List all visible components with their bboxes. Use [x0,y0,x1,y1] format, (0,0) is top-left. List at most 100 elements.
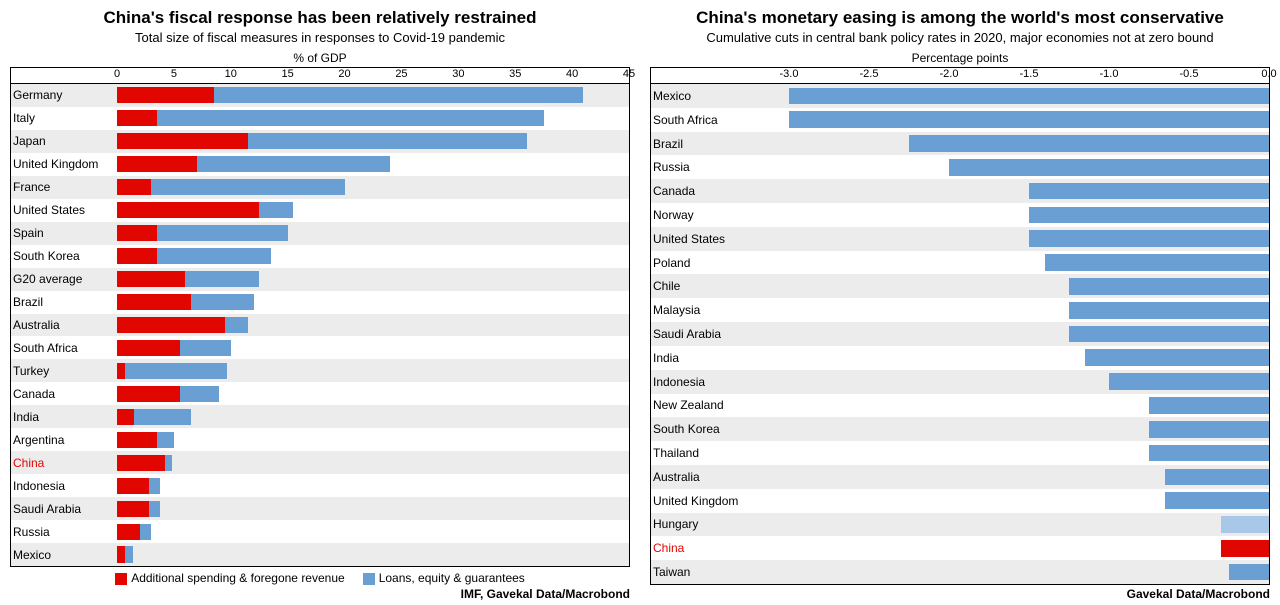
country-label: Australia [653,470,700,484]
right-row: Brazil [651,132,1269,156]
bar-area [757,227,1269,251]
left-tick: 45 [623,68,635,80]
bar-segment-blue [225,317,248,333]
bar-segment-blue [185,271,259,287]
left-row: Indonesia [11,474,629,497]
right-row: United Kingdom [651,489,1269,513]
right-tick: 0.0 [1261,68,1276,80]
bar-segment-blue [149,501,160,517]
country-label: Norway [653,208,694,222]
bar-segment-red [117,133,248,149]
bar-segment-blue [248,133,527,149]
bar-segment-blue [125,363,227,379]
country-label: India [13,410,39,424]
country-label: Turkey [13,364,49,378]
left-row: Turkey [11,359,629,382]
bar-segment [1221,540,1269,557]
bar-segment-red [117,409,134,425]
bar-segment [1165,469,1269,486]
bar-area [757,513,1269,537]
left-tick: 5 [171,68,177,80]
left-row: Argentina [11,428,629,451]
bar-area [117,107,629,130]
bar-area [757,298,1269,322]
bar-segment-red [117,524,140,540]
bar-area [117,474,629,497]
bar-segment-red [117,179,151,195]
bar-area [117,428,629,451]
right-row: Saudi Arabia [651,322,1269,346]
bar-segment-blue [157,248,271,264]
bar-segment-blue [197,156,390,172]
country-label: Saudi Arabia [653,327,721,341]
bar-segment [789,88,1269,105]
right-row: New Zealand [651,394,1269,418]
right-axis-label: Percentage points [650,51,1270,65]
country-label: Chile [653,279,680,293]
bar-segment-blue [157,110,544,126]
bar-segment [1045,254,1269,271]
bar-segment [1229,564,1269,581]
bar-segment-red [117,248,157,264]
country-label: Canada [13,387,55,401]
bar-segment-red [117,271,185,287]
left-row: Australia [11,314,629,337]
bar-area [117,451,629,474]
country-label: Japan [13,134,46,148]
legend-swatch [115,573,127,585]
country-label: Italy [13,111,35,125]
country-label: United Kingdom [653,494,738,508]
country-label: Indonesia [13,479,65,493]
bar-area [117,359,629,382]
left-tick: 35 [509,68,521,80]
bar-segment [1069,302,1269,319]
country-label: France [13,180,50,194]
right-subtitle: Cumulative cuts in central bank policy r… [650,30,1270,45]
bar-segment-blue [140,524,151,540]
bar-area [757,417,1269,441]
left-row: Germany [11,84,629,107]
country-label: South Korea [13,249,80,263]
right-row: Malaysia [651,298,1269,322]
right-row: Russia [651,155,1269,179]
bar-area [117,405,629,428]
country-label: Australia [13,318,60,332]
left-row: India [11,405,629,428]
bar-area [117,291,629,314]
country-label: South Africa [653,113,718,127]
right-row: Thailand [651,441,1269,465]
country-label: United States [653,232,725,246]
bar-area [757,203,1269,227]
bar-segment-red [117,87,214,103]
bar-segment-red [117,202,259,218]
country-label: China [13,456,44,470]
bar-area [757,346,1269,370]
bar-segment-red [117,340,180,356]
bar-segment [1149,397,1269,414]
bar-segment-blue [134,409,191,425]
right-plot-area: MexicoSouth AfricaBrazilRussiaCanadaNorw… [651,84,1269,584]
bar-segment-blue [180,340,231,356]
bar-segment-red [117,156,197,172]
bar-segment [1029,183,1269,200]
right-row: Chile [651,274,1269,298]
country-label: Germany [13,88,62,102]
bar-segment-blue [157,225,288,241]
right-row: Canada [651,179,1269,203]
country-label: G20 average [13,272,82,286]
right-row: United States [651,227,1269,251]
left-plot-area: GermanyItalyJapanUnited KingdomFranceUni… [11,84,629,566]
right-tick: -2.0 [940,68,959,80]
bar-segment [1221,516,1269,533]
bar-segment-red [117,110,157,126]
bar-segment [1029,207,1269,224]
bar-segment [1069,278,1269,295]
left-chart: 051015202530354045 GermanyItalyJapanUnit… [10,67,630,567]
left-tick: 25 [395,68,407,80]
right-tick: -1.5 [1020,68,1039,80]
country-label: Russia [653,160,690,174]
bar-segment [1069,326,1269,343]
legend-label: Additional spending & foregone revenue [131,571,345,585]
country-label: United States [13,203,85,217]
left-row: Russia [11,520,629,543]
